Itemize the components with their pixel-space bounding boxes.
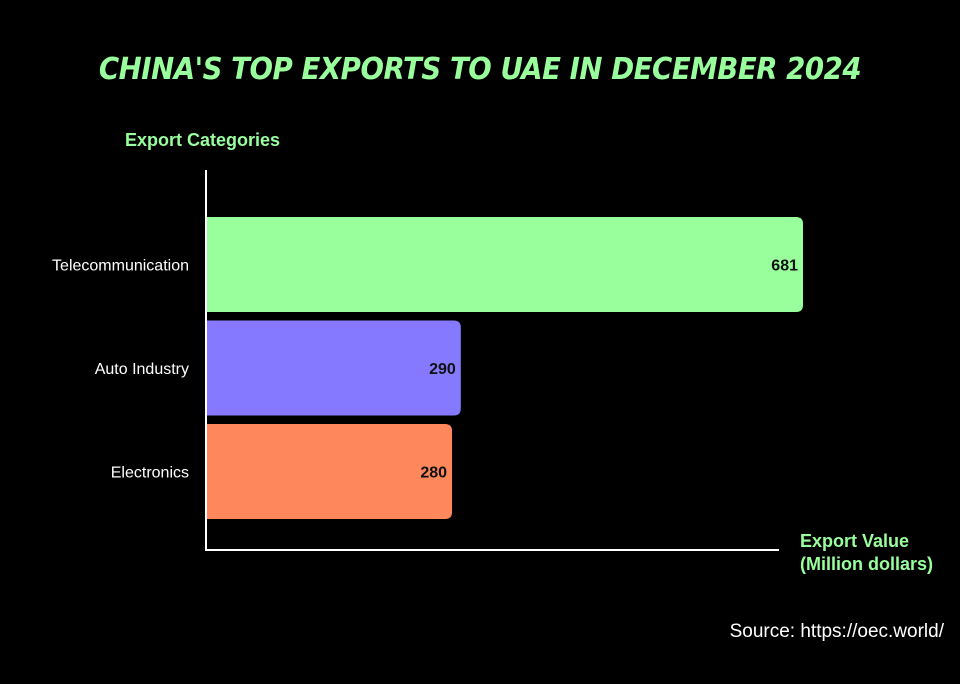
x-axis-label-line1: Export Value bbox=[800, 531, 910, 551]
source-note: Source: https://oec.world/ bbox=[729, 621, 944, 642]
x-axis-label: Export Value (Million dollars) bbox=[800, 530, 933, 576]
chart-title: CHINA'S TOP EXPORTS TO UAE IN DECEMBER 2… bbox=[98, 52, 862, 87]
bar-auto-industry bbox=[207, 320, 461, 416]
bar-electronics bbox=[207, 424, 453, 519]
y-axis-label: Export Categories bbox=[125, 130, 281, 150]
data-label: 290 bbox=[429, 361, 456, 378]
category-tick-label: Auto Industry bbox=[95, 361, 189, 378]
category-tick-label: Electronics bbox=[111, 465, 189, 482]
data-label: 681 bbox=[771, 258, 798, 275]
data-label: 280 bbox=[420, 465, 447, 482]
category-tick-label: Telecommunication bbox=[52, 258, 189, 275]
bar-telecommunication bbox=[207, 217, 803, 312]
x-axis-label-line2: (Million dollars) bbox=[800, 554, 933, 574]
